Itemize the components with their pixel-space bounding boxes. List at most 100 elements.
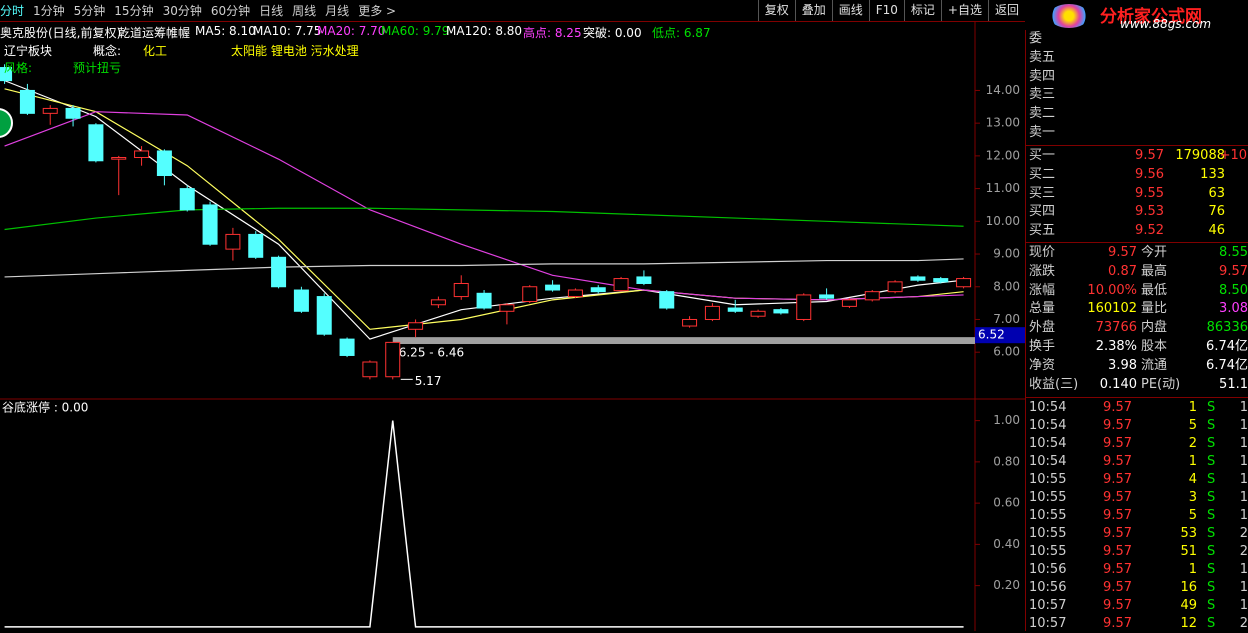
panel-text: 2	[1188, 436, 1197, 451]
y-tick-label: 6.00	[993, 345, 1020, 359]
panel-text: 卖五	[1029, 49, 1056, 65]
candle-body	[362, 361, 378, 378]
panel-text: 9.57	[1103, 418, 1132, 433]
info-text: 风格:	[4, 61, 33, 75]
candle-body	[933, 278, 949, 283]
panel-text: 9.57	[1103, 526, 1132, 541]
panel-text: 9.57	[1103, 436, 1132, 451]
gap-band	[392, 337, 975, 345]
panel-text: 133	[1200, 166, 1225, 182]
logo-title: 分析家公式网	[1100, 7, 1202, 27]
toolbar-button[interactable]: 叠加	[794, 0, 832, 21]
pane-title: 谷底涨停 : 0.00	[2, 400, 88, 415]
info-text: 突破: 0.00	[583, 26, 642, 40]
panel-text: 8.50	[1219, 282, 1248, 298]
panel-text: 10:55	[1029, 526, 1067, 541]
logo-url: www.88gs.com	[1120, 17, 1212, 31]
y-tick-label: 13.00	[986, 116, 1020, 130]
panel-text: 10:54	[1029, 418, 1067, 433]
toolbar-button[interactable]: F10	[868, 0, 904, 21]
candle-body	[19, 89, 35, 114]
panel-text: S	[1207, 418, 1216, 433]
panel-text: 股本	[1141, 339, 1168, 354]
candle-body	[590, 287, 606, 293]
period-tab[interactable]: 15分钟	[114, 4, 154, 18]
candle-body	[522, 286, 538, 302]
panel-text: 1	[1239, 454, 1248, 469]
panel-text: 46	[1208, 223, 1225, 239]
candle-body	[293, 289, 309, 312]
toolbar-button[interactable]: 画线	[831, 0, 869, 21]
panel-text: S	[1207, 616, 1216, 631]
candle-body	[225, 233, 241, 250]
panel-text: 卖三	[1029, 87, 1056, 103]
panel-text: 内盘	[1141, 320, 1168, 336]
panel-text: S	[1207, 400, 1216, 415]
panel-text: S	[1207, 526, 1216, 541]
candle-body	[271, 256, 287, 288]
panel-text: 1	[1188, 454, 1197, 469]
period-tab[interactable]: 1分钟	[33, 4, 65, 18]
candle-body	[682, 318, 698, 327]
candle-body	[910, 276, 926, 281]
y-tick-label: 14.00	[986, 83, 1020, 97]
panel-text: 9.57	[1103, 562, 1132, 577]
candle-body	[727, 307, 743, 312]
candle-body	[156, 150, 172, 177]
ma-line	[4, 258, 964, 278]
panel-text: 10:55	[1029, 508, 1067, 523]
panel-text: 2	[1239, 544, 1248, 559]
panel-text: 1	[1239, 598, 1248, 613]
panel-text: 9.57	[1103, 400, 1132, 415]
y-tick-label: 0.80	[993, 454, 1020, 468]
panel-text: 9.57	[1103, 616, 1132, 631]
candle-body	[134, 150, 150, 159]
candle-body	[841, 299, 857, 307]
panel-text: 总量	[1029, 301, 1056, 317]
panel-text: 8.55	[1219, 245, 1248, 260]
candle-body	[430, 299, 446, 306]
period-tab[interactable]: 5分钟	[73, 4, 106, 18]
panel-text: 买二	[1029, 166, 1056, 182]
period-tab[interactable]: 周线	[292, 4, 317, 18]
panel-text: 1	[1239, 580, 1248, 595]
toolbar-button[interactable]: 复权	[757, 0, 795, 21]
panel-text: 73766	[1095, 320, 1137, 336]
panel-text: 现价	[1029, 245, 1056, 260]
badge-icon	[0, 108, 13, 138]
panel-text: 10:57	[1029, 616, 1067, 631]
panel-text: 1	[1239, 562, 1248, 577]
panel-text: 买一	[1029, 148, 1056, 163]
candle-body	[499, 304, 515, 312]
period-tab[interactable]: 更多 >	[358, 4, 397, 18]
info-text: 辽宁板块	[4, 44, 53, 58]
panel-text: 10:54	[1029, 400, 1067, 415]
period-tab[interactable]: 分时	[0, 4, 25, 18]
candle-body	[567, 289, 583, 298]
info-text: MA5: 8.10	[195, 24, 256, 38]
panel-text: 9.57	[1108, 245, 1137, 260]
candle-body	[956, 278, 972, 288]
y-tick-label: 1.00	[993, 413, 1020, 427]
panel-text: 涨跌	[1029, 263, 1056, 279]
candle-body	[773, 309, 789, 314]
panel-text: 160102	[1087, 301, 1137, 317]
info-text: MA20: 7.70	[317, 24, 386, 38]
info-text: 化工	[143, 44, 168, 58]
panel-text: 10:56	[1029, 580, 1067, 595]
toolbar-button[interactable]: 标记	[903, 0, 941, 21]
info-text: MA10: 7.75	[253, 24, 322, 38]
period-tab[interactable]: 60分钟	[210, 4, 251, 18]
panel-text: 1	[1188, 400, 1197, 415]
panel-text: 4	[1188, 472, 1197, 487]
panel-text: S	[1207, 490, 1216, 505]
toolbar-button[interactable]: 返回	[987, 0, 1025, 21]
toolbar-button[interactable]: +自选	[940, 0, 988, 21]
period-tab[interactable]: 30分钟	[162, 4, 202, 18]
panel-text: 9.57	[1103, 490, 1132, 505]
panel-text: 10.00%	[1087, 282, 1137, 298]
info-text: MA60: 9.79	[381, 24, 450, 38]
panel-text: 10:56	[1029, 562, 1067, 577]
period-tab[interactable]: 日线	[259, 4, 284, 18]
period-tab[interactable]: 月线	[325, 4, 350, 18]
